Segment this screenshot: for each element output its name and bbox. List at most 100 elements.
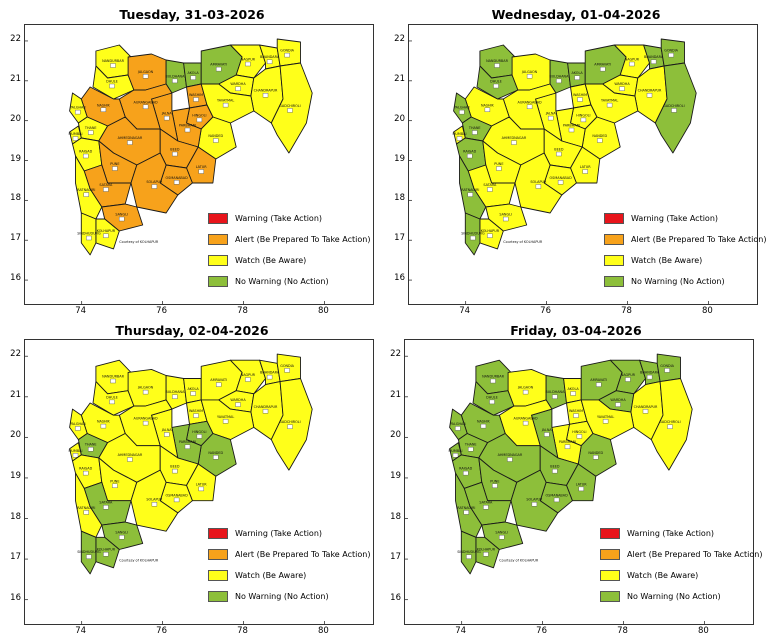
district-label-sindhudurg: SINDHUDURG [77, 232, 101, 236]
weather-icon [570, 391, 576, 396]
weather-icon [629, 61, 635, 67]
weather-icon [262, 92, 269, 98]
weather-icon [526, 104, 533, 110]
district-ratnagiri [75, 155, 103, 220]
district-label-pune: PUNE [110, 479, 119, 483]
legend-item-warning: Warning (Take Action) [604, 208, 766, 229]
district-label-buldhana: BULDHANA [545, 390, 565, 394]
weather-icon [489, 399, 495, 405]
district-label-jalgaon: JALGAON [517, 386, 534, 390]
weather-icon [127, 140, 133, 145]
district-label-akola: AKOLA [567, 387, 579, 391]
weather-icon [235, 86, 241, 91]
district-label-akola: AKOLA [187, 71, 199, 75]
district-label-yavatmal: YAVATMAL [217, 415, 234, 419]
y-tick-label: 22 [10, 349, 21, 360]
weather-icon [552, 394, 558, 399]
district-label-wardha: WARDHA [610, 398, 626, 402]
weather-icon [118, 216, 125, 222]
weather-icon [266, 374, 273, 380]
district-label-palghar: PALGHAR [450, 422, 467, 426]
weather-icon [142, 74, 149, 79]
legend-item-watch: Watch (Be Aware) [208, 250, 370, 271]
weather-icon [595, 382, 602, 387]
weather-icon [582, 169, 588, 174]
district-label-aurangabad: AURANGABAD [518, 100, 542, 104]
district-label-sangli: SANGLI [495, 531, 508, 535]
legend-swatch-alert [208, 234, 228, 245]
weather-icon [142, 389, 149, 395]
district-label-amravati: AMRAVATI [590, 378, 607, 382]
weather-icon [483, 551, 489, 557]
weather-icon [284, 52, 290, 58]
district-ratnagiri [455, 472, 483, 538]
district-label-solapur: SOLAPUR [146, 498, 163, 502]
weather-icon [668, 52, 674, 58]
legend-swatch-watch [604, 255, 624, 266]
district-label-nandurbar: NANDURBAR [102, 375, 124, 379]
panel-title: Tuesday, 31-03-2026 [119, 7, 265, 22]
district-label-ratnagiri: RATNAGIRI [457, 506, 475, 510]
district-gadchiroli [270, 378, 313, 471]
district-label-amravati: AMRAVATI [210, 378, 227, 382]
district-sindhudurg [80, 212, 97, 256]
district-label-jalna: JALNA [545, 112, 557, 116]
legend: Warning (Take Action) Alert (Be Prepared… [600, 523, 762, 607]
weather-icon [213, 455, 219, 460]
weather-icon [222, 419, 229, 424]
district-label-buldhana: BULDHANA [549, 74, 569, 78]
weather-icon [222, 102, 229, 108]
weather-icon [83, 192, 89, 197]
legend-label: Alert (Be Prepared To Take Action) [235, 550, 371, 559]
district-label-pune: PUNE [490, 479, 499, 483]
district-label-satara: SATARA [99, 183, 113, 187]
district-label-gadchiroli: GADCHIROLI [279, 420, 300, 424]
x-tick-label: 78 [237, 306, 248, 316]
y-tick-label: 20 [10, 113, 21, 124]
district-label-kolhapur: KOLHAPUR [97, 229, 116, 233]
district-label-parbhani: PARBHANI [559, 440, 576, 444]
weather-icon [184, 444, 191, 449]
district-label-palghar: PALGHAR [70, 422, 87, 426]
district-label-nashik: NASHIK [477, 420, 491, 424]
district-label-thane: THANE [464, 443, 477, 447]
x-tick-label: 80 [318, 626, 329, 636]
weather-icon [522, 389, 529, 395]
x-tick-label: 78 [621, 306, 632, 316]
y-tick-label: 19 [10, 153, 21, 164]
legend-label: Alert (Be Prepared To Take Action) [627, 550, 763, 559]
district-label-jalna: JALNA [541, 428, 553, 432]
footnote: Courtesy of KOLHAPUR [119, 559, 159, 563]
legend-item-alert: Alert (Be Prepared To Take Action) [208, 544, 370, 565]
weather-icon [467, 153, 473, 159]
weather-icon [463, 470, 469, 476]
district-label-wardha: WARDHA [614, 82, 630, 86]
x-tick-label: 76 [156, 626, 167, 636]
x-tick-label: 78 [237, 626, 248, 636]
weather-icon [184, 127, 191, 133]
district-label-nashik: NASHIK [481, 103, 495, 107]
legend-swatch-watch [208, 570, 228, 581]
y-tick-label: 17 [390, 552, 401, 563]
district-label-nandurbar: NANDURBAR [102, 59, 124, 63]
district-label-mumbai: MUMBAI [69, 449, 83, 453]
district-ratnagiri [75, 472, 103, 538]
weather-icon [577, 97, 583, 102]
weather-icon [110, 378, 116, 384]
weather-icon [463, 510, 469, 515]
district-label-gondia: GONDIA [664, 49, 678, 53]
map-panel-thursday: Thursday, 02-04-2026 NANDURBAR DHULE JALGA… [0, 321, 384, 643]
district-label-nandurbar: NANDURBAR [482, 375, 504, 379]
legend-swatch-warning [600, 528, 620, 539]
weather-icon [556, 78, 562, 84]
legend-label: Watch (Be Aware) [235, 571, 307, 580]
x-tick-label: 74 [75, 626, 87, 636]
legend-swatch-no-warning [600, 591, 620, 602]
legend-swatch-alert [604, 234, 624, 245]
weather-icon [109, 399, 115, 405]
y-tick-label: 21 [10, 389, 21, 400]
weather-icon [173, 180, 180, 185]
weather-icon [112, 483, 118, 489]
